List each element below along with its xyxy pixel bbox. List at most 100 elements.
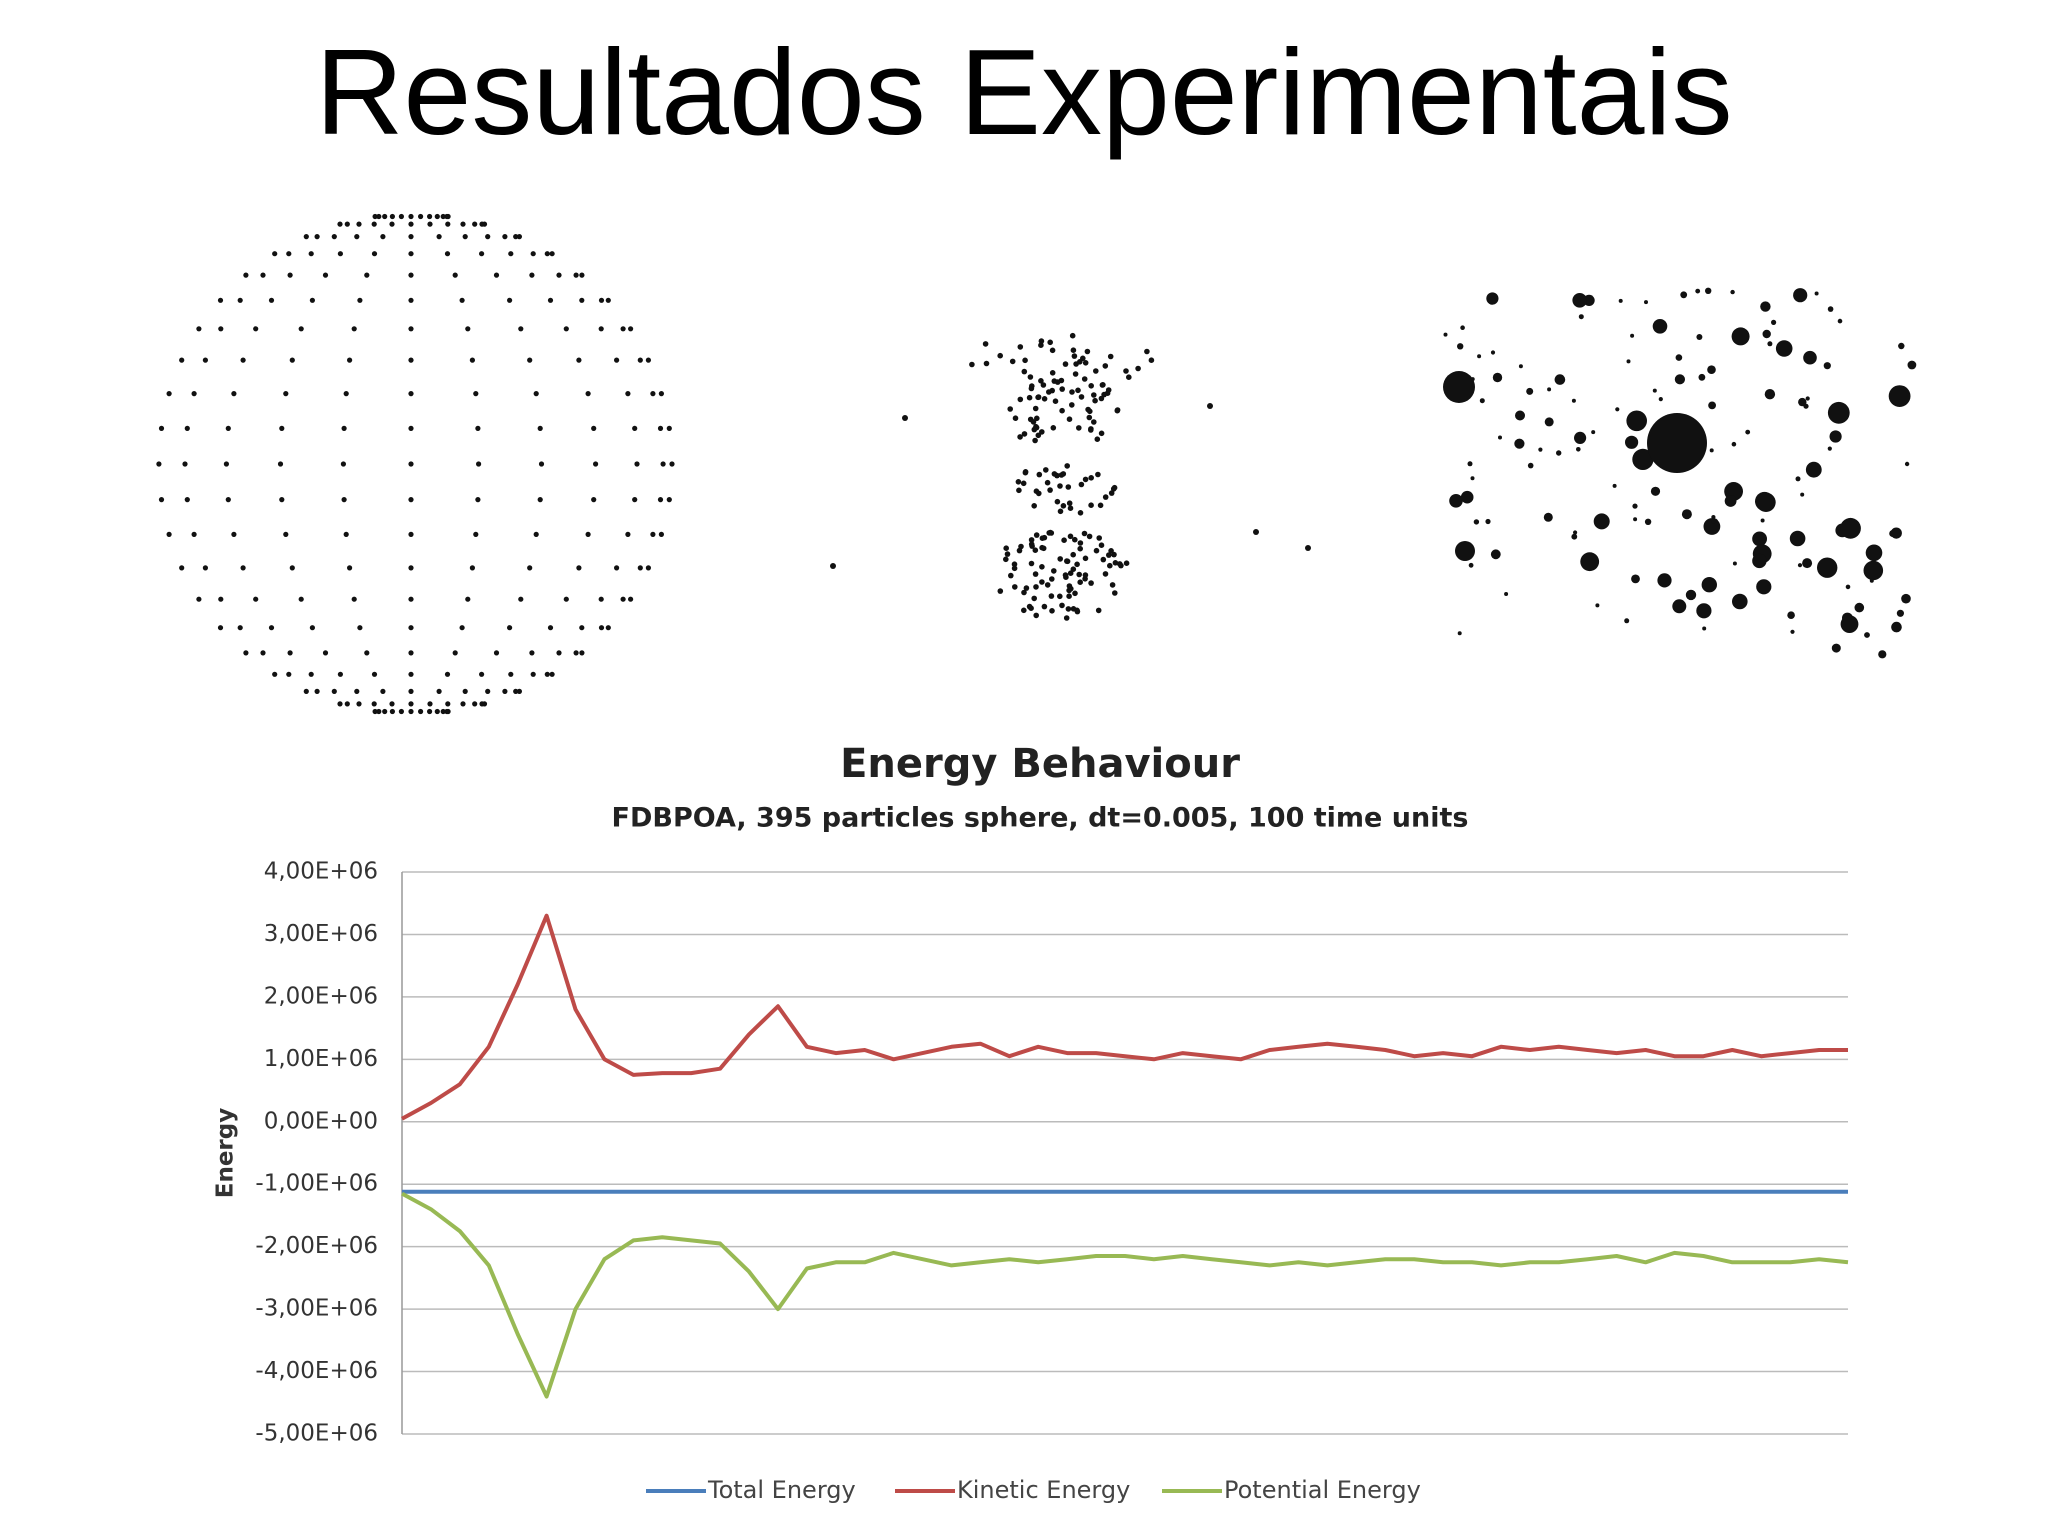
particle: [1626, 410, 1647, 432]
particle: [585, 531, 591, 538]
particle: [1077, 540, 1084, 546]
particle: [1790, 629, 1795, 634]
particle: [1021, 589, 1027, 596]
particle: [283, 531, 289, 538]
particle: [191, 391, 197, 397]
particle: [513, 234, 519, 240]
particle: [1062, 361, 1069, 367]
particle: [156, 461, 162, 467]
particle: [1026, 394, 1033, 401]
particle: [1840, 615, 1859, 633]
particle: [434, 708, 440, 715]
particle: [1049, 608, 1055, 614]
particle: [1069, 332, 1076, 339]
particle: [1067, 505, 1074, 512]
particle: [1731, 327, 1750, 346]
particle: [1049, 576, 1055, 582]
particle: [1576, 447, 1581, 452]
particle: [356, 701, 362, 707]
particle: [1672, 599, 1687, 614]
particle: [289, 565, 295, 571]
particle: [1504, 592, 1509, 596]
particle: [382, 213, 388, 220]
particle: [469, 565, 475, 571]
particle: [1098, 542, 1105, 548]
particle: [591, 497, 597, 503]
particle: [179, 565, 185, 571]
particle: [408, 297, 414, 303]
particle: [518, 326, 524, 332]
particle: [1775, 340, 1793, 357]
particle: [1065, 606, 1072, 612]
particle: [527, 565, 533, 571]
particle: [1803, 350, 1817, 365]
particle: [1066, 593, 1072, 599]
particle: [1033, 612, 1039, 619]
particle: [408, 708, 414, 715]
particle: [1762, 329, 1771, 339]
particle: [158, 425, 165, 431]
particle: [1032, 571, 1039, 577]
particle: [465, 326, 471, 332]
particle: [356, 221, 362, 227]
particle: [1111, 484, 1118, 491]
particle: [1116, 561, 1123, 567]
particle: [459, 297, 465, 303]
particle: [260, 272, 266, 278]
particle: [364, 272, 370, 278]
particle: [1800, 492, 1805, 497]
particle: [537, 497, 543, 503]
particle: [1631, 574, 1640, 584]
particle: [1054, 498, 1061, 505]
particle: [1066, 416, 1073, 423]
particle: [184, 497, 190, 503]
particle: [347, 565, 353, 571]
particle: [1554, 374, 1566, 385]
particle: [408, 391, 414, 397]
particle: [1100, 556, 1107, 563]
particle: [1052, 398, 1059, 405]
particle: [337, 251, 343, 257]
particle: [1059, 386, 1065, 392]
particle: [632, 497, 638, 503]
particle: [225, 425, 231, 431]
particle: [1817, 557, 1838, 578]
particle: [1028, 541, 1035, 547]
particle: [1065, 484, 1072, 490]
particle: [666, 497, 672, 503]
particle: [544, 671, 550, 677]
particle: [1039, 535, 1046, 541]
particle: [179, 357, 185, 363]
particle: [231, 391, 237, 397]
particle: [1527, 462, 1534, 469]
particle: [283, 391, 289, 397]
particle: [1845, 584, 1851, 590]
particle: [434, 213, 440, 220]
particle: [650, 391, 656, 397]
chart-title: Energy Behaviour: [840, 741, 1240, 787]
particle: [1544, 417, 1554, 427]
particle: [1036, 490, 1042, 497]
particle: [408, 497, 414, 503]
particle: [493, 272, 500, 278]
particle: [1703, 518, 1721, 535]
particle: [1144, 348, 1150, 355]
particle: [598, 625, 605, 631]
particle: [1102, 363, 1109, 369]
particle: [1062, 572, 1069, 578]
particle: [344, 701, 350, 707]
particle: [354, 234, 360, 240]
particle: [380, 688, 386, 695]
particle: [1057, 593, 1063, 600]
particle: [196, 326, 202, 332]
particle: [479, 221, 485, 227]
particle: [253, 596, 259, 602]
particle: [573, 272, 579, 278]
particle: [1102, 571, 1109, 577]
particle: [1624, 618, 1630, 624]
particle: [485, 234, 491, 240]
particle: [1074, 561, 1080, 568]
particle: [1556, 450, 1562, 456]
particle: [1095, 607, 1102, 614]
